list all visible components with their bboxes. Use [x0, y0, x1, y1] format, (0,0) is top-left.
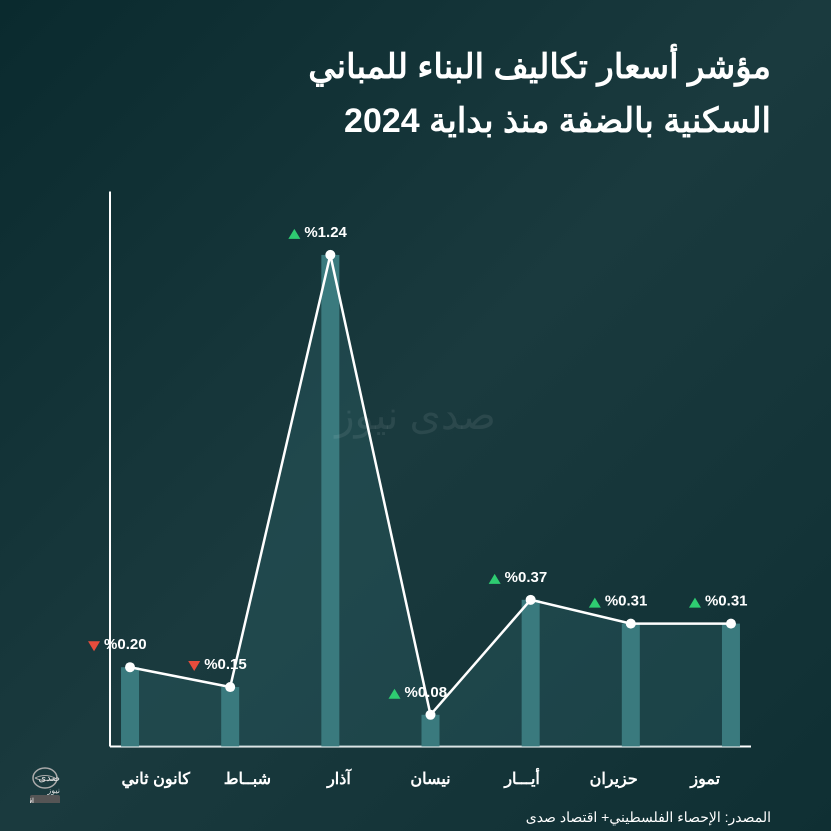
data-point-5 [626, 618, 636, 628]
bar-2 [321, 255, 339, 747]
source-text: المصدر: الإحصاء الفلسطيني+ اقتصاد صدى [526, 809, 771, 826]
line-chart-svg: %0.20 %0.15 %1.24 %0.08 %0.37 %0.31 %0.31 [60, 179, 771, 769]
bar-0 [121, 667, 139, 746]
up-triangle-icon [489, 574, 501, 584]
month-label-2: آذار [293, 769, 385, 789]
title-line-2: السكنية بالضفة منذ بداية 2024 [60, 94, 771, 148]
bar-4 [522, 600, 540, 747]
bar-6 [722, 623, 740, 746]
month-label-6: تموز [659, 769, 751, 789]
footer: المصدر: الإحصاء الفلسطيني+ اقتصاد صدى [60, 809, 771, 826]
data-point-0 [125, 662, 135, 672]
svg-text:نيوز: نيوز [46, 786, 60, 795]
bar-5 [622, 623, 640, 746]
data-point-3 [426, 710, 436, 720]
brand-logo: صدى نيوز اقتصاد [30, 763, 90, 806]
chart-area: %0.20 %0.15 %1.24 %0.08 %0.37 %0.31 %0.31 [60, 179, 771, 769]
month-label-4: أيـــار [476, 769, 568, 789]
up-triangle-icon [589, 597, 601, 607]
down-triangle-icon [188, 661, 200, 671]
x-axis-labels: كانون ثانيشبــاطآذارنيسانأيـــارحزيرانتم… [60, 769, 771, 789]
month-label-0: كانون ثاني [110, 769, 202, 789]
value-label-2: %1.24 [304, 224, 347, 241]
svg-text:صدى: صدى [38, 773, 60, 784]
value-label-1: %0.15 [204, 656, 247, 673]
up-triangle-icon [288, 229, 300, 239]
month-label-1: شبــاط [202, 769, 294, 789]
data-point-2 [325, 250, 335, 260]
value-label-5: %0.31 [605, 592, 648, 609]
data-point-6 [726, 618, 736, 628]
down-triangle-icon [88, 641, 100, 651]
data-point-1 [225, 682, 235, 692]
title-line-1: مؤشر أسعار تكاليف البناء للمباني [60, 40, 771, 94]
data-point-4 [526, 595, 536, 605]
value-label-0: %0.20 [104, 636, 147, 653]
chart-title: مؤشر أسعار تكاليف البناء للمباني السكنية… [60, 40, 771, 149]
bar-1 [221, 687, 239, 746]
value-label-3: %0.08 [405, 684, 448, 701]
up-triangle-icon [689, 597, 701, 607]
month-label-3: نيسان [385, 769, 477, 789]
month-label-5: حزيران [568, 769, 660, 789]
value-label-6: %0.31 [705, 592, 748, 609]
value-label-4: %0.37 [505, 569, 548, 586]
svg-text:اقتصاد: اقتصاد [30, 797, 34, 803]
